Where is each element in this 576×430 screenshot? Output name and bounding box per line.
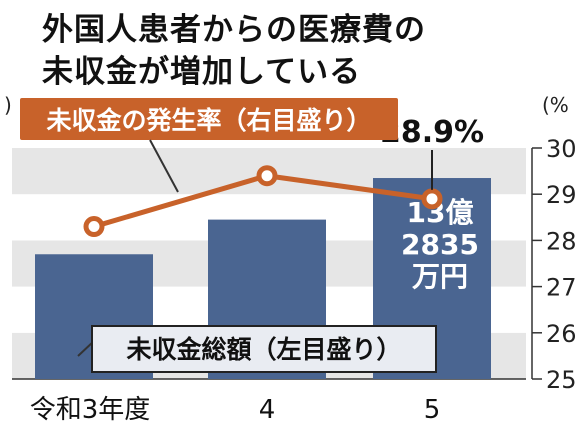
line-legend-box xyxy=(20,98,398,140)
category-label: 5 xyxy=(424,395,441,425)
bar-data-label: 2835 xyxy=(401,228,479,261)
chart-title-line-2: 未収金が増加している xyxy=(42,54,362,90)
bar-data-label: 万円 xyxy=(412,260,468,293)
category-label: 令和3年度 xyxy=(30,395,151,425)
bar-legend-box xyxy=(91,325,437,373)
category-label: 4 xyxy=(259,395,276,425)
right-axis-tick-label: 28 xyxy=(546,227,576,255)
line-legend-pointer xyxy=(149,139,179,193)
right-axis-tick-label: 30 xyxy=(546,135,576,163)
rate-point xyxy=(421,188,443,210)
line-legend-label: 未収金の発生率（右目盛り） xyxy=(46,106,371,135)
right-axis-unit: (% xyxy=(542,93,569,117)
left-axis-unit: ) xyxy=(4,93,12,117)
right-axis-tick-label: 26 xyxy=(546,320,576,348)
rate-point xyxy=(83,216,105,238)
bar-legend-label: 未収金総額（左目盛り） xyxy=(126,335,401,364)
right-axis-tick-label: 29 xyxy=(546,181,576,209)
right-axis-tick-label: 27 xyxy=(546,274,576,302)
chart-title-line-1: 外国人患者からの医療費の xyxy=(42,12,426,48)
rate-point xyxy=(256,165,278,187)
right-axis-tick-label: 25 xyxy=(546,366,576,394)
